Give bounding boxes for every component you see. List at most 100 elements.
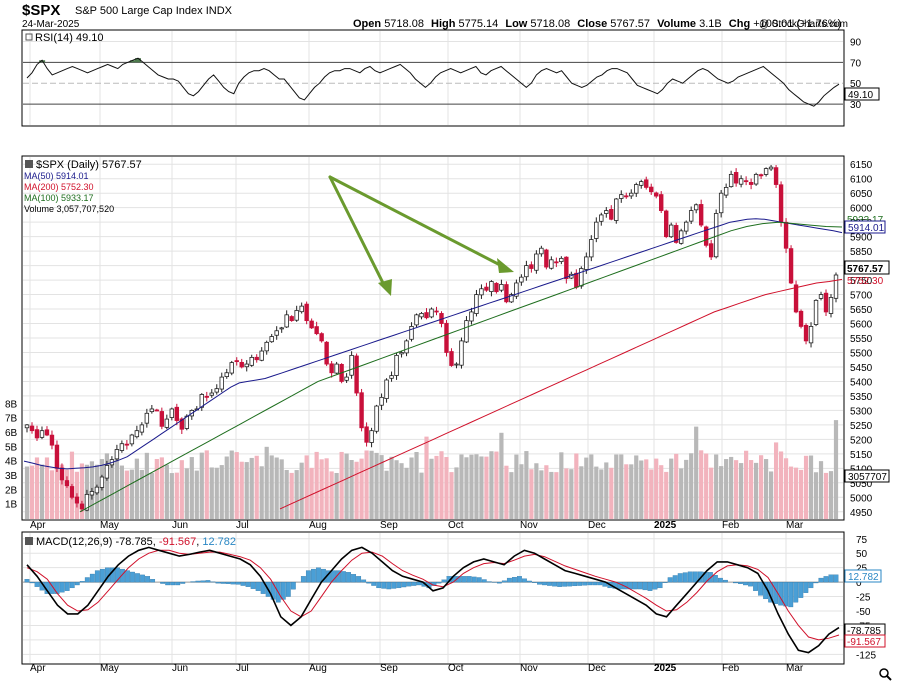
volume-bar	[714, 454, 719, 519]
volume-bar	[504, 465, 509, 519]
macd-histogram-bar	[738, 581, 743, 584]
annotation-arrowhead-right	[497, 258, 514, 273]
candle-body	[773, 167, 779, 185]
candle-body	[249, 357, 254, 366]
volume-bar	[823, 472, 829, 519]
candle-body	[783, 221, 789, 249]
macd-histogram-bar	[79, 581, 85, 583]
macd-histogram-bar	[381, 581, 387, 589]
macd-histogram-bar	[562, 581, 568, 587]
volume-bar	[179, 460, 184, 519]
candle-body	[733, 172, 739, 184]
magnifier-icon[interactable]	[879, 668, 892, 681]
macd-histogram-bar	[341, 571, 346, 583]
volume-bar	[759, 455, 764, 519]
macd-histogram-bar	[245, 581, 251, 587]
candle-body	[59, 467, 65, 481]
candle-body	[419, 312, 424, 318]
candle-body	[279, 327, 284, 330]
candle-body	[349, 354, 354, 376]
candle-body	[229, 362, 234, 374]
macd-histogram-bar	[94, 570, 100, 583]
volume-bar	[219, 465, 224, 519]
volume-bar	[204, 450, 209, 519]
candle-body	[708, 243, 714, 258]
volume-bar	[539, 470, 544, 519]
symbol-title: $SPX	[22, 2, 60, 19]
volume-bar	[729, 456, 734, 519]
volume-bar	[803, 455, 809, 519]
volume-bar	[808, 455, 814, 519]
candle-body	[54, 444, 60, 469]
macd-y-tick-label: -125	[856, 650, 876, 661]
volume-bar	[639, 460, 644, 519]
volume-bar	[299, 462, 304, 519]
volume-bar	[474, 454, 479, 519]
volume-bar	[679, 468, 684, 519]
candle-body	[763, 168, 769, 175]
macd-histogram-bar	[376, 581, 382, 589]
rsi-line	[26, 57, 840, 107]
volume-bar	[334, 472, 339, 519]
annotation-arrowhead-left	[378, 279, 392, 296]
candle-body	[199, 394, 204, 408]
volume-bar	[199, 452, 204, 519]
macd-x-tick-label: Aug	[309, 663, 327, 674]
volume-bar	[174, 472, 179, 519]
price-y-tick-label: 5000	[850, 493, 873, 504]
candle-body	[89, 491, 95, 496]
price-x-tick-label: Jun	[172, 520, 188, 531]
rsi-y-tick-label: 90	[850, 37, 862, 48]
candle-body	[639, 181, 644, 186]
volume-bar	[374, 452, 379, 519]
volume-bar	[624, 464, 629, 519]
volume-bar	[469, 454, 474, 519]
macd-x-tick-label: Apr	[30, 663, 46, 674]
macd-histogram-bar	[165, 581, 171, 586]
macd-histogram-bar	[687, 571, 693, 583]
volume-bar	[144, 452, 149, 519]
candle-body	[79, 503, 85, 510]
volume-bar	[773, 442, 779, 519]
volume-y-tick-label: 5B	[5, 442, 18, 453]
annotation-arrows	[328, 175, 514, 296]
ma100-line	[79, 221, 843, 513]
volume-bar	[229, 450, 234, 519]
stat-chg-label: Chg	[729, 18, 750, 30]
rsi-overbought-fill	[134, 58, 141, 63]
candle-body	[289, 316, 294, 322]
volume-bar	[744, 450, 749, 519]
volume-legend-label: Volume 3,057,707,520	[24, 204, 114, 214]
candle-body	[269, 336, 274, 343]
macd-histogram-bar	[230, 581, 236, 585]
macd-histogram-bar	[783, 581, 789, 607]
macd-histogram-bar	[813, 581, 819, 584]
candle-body	[294, 310, 299, 321]
price-legend-swatch	[25, 160, 33, 168]
candle-body	[139, 424, 145, 433]
volume-bar	[459, 454, 464, 519]
macd-hist-value-tag: 12.782	[848, 572, 879, 583]
candle-body	[644, 179, 649, 188]
macd-histogram-bar	[833, 574, 839, 583]
volume-bar	[524, 451, 529, 519]
rsi-value-tag-box	[844, 87, 880, 101]
candle-body	[434, 310, 439, 313]
volume-bar	[54, 458, 60, 519]
macd-histogram-bar	[235, 581, 241, 585]
candle-body	[499, 284, 504, 291]
volume-bar	[574, 453, 579, 519]
candle-body	[254, 356, 259, 361]
volume-bar	[654, 458, 659, 519]
price-x-tick-label: Sep	[380, 520, 398, 531]
price-x-tick-label: Dec	[588, 520, 606, 531]
candle-body	[144, 412, 150, 424]
macd-y-tick-label: 25	[856, 564, 868, 575]
price-x-tick-label: Apr	[30, 520, 46, 531]
price-y-tick-label: 5650	[850, 305, 873, 316]
candle-body	[664, 210, 669, 238]
macd-histogram-bar	[496, 581, 502, 584]
volume-bar	[104, 453, 109, 519]
candle-body	[718, 192, 724, 214]
